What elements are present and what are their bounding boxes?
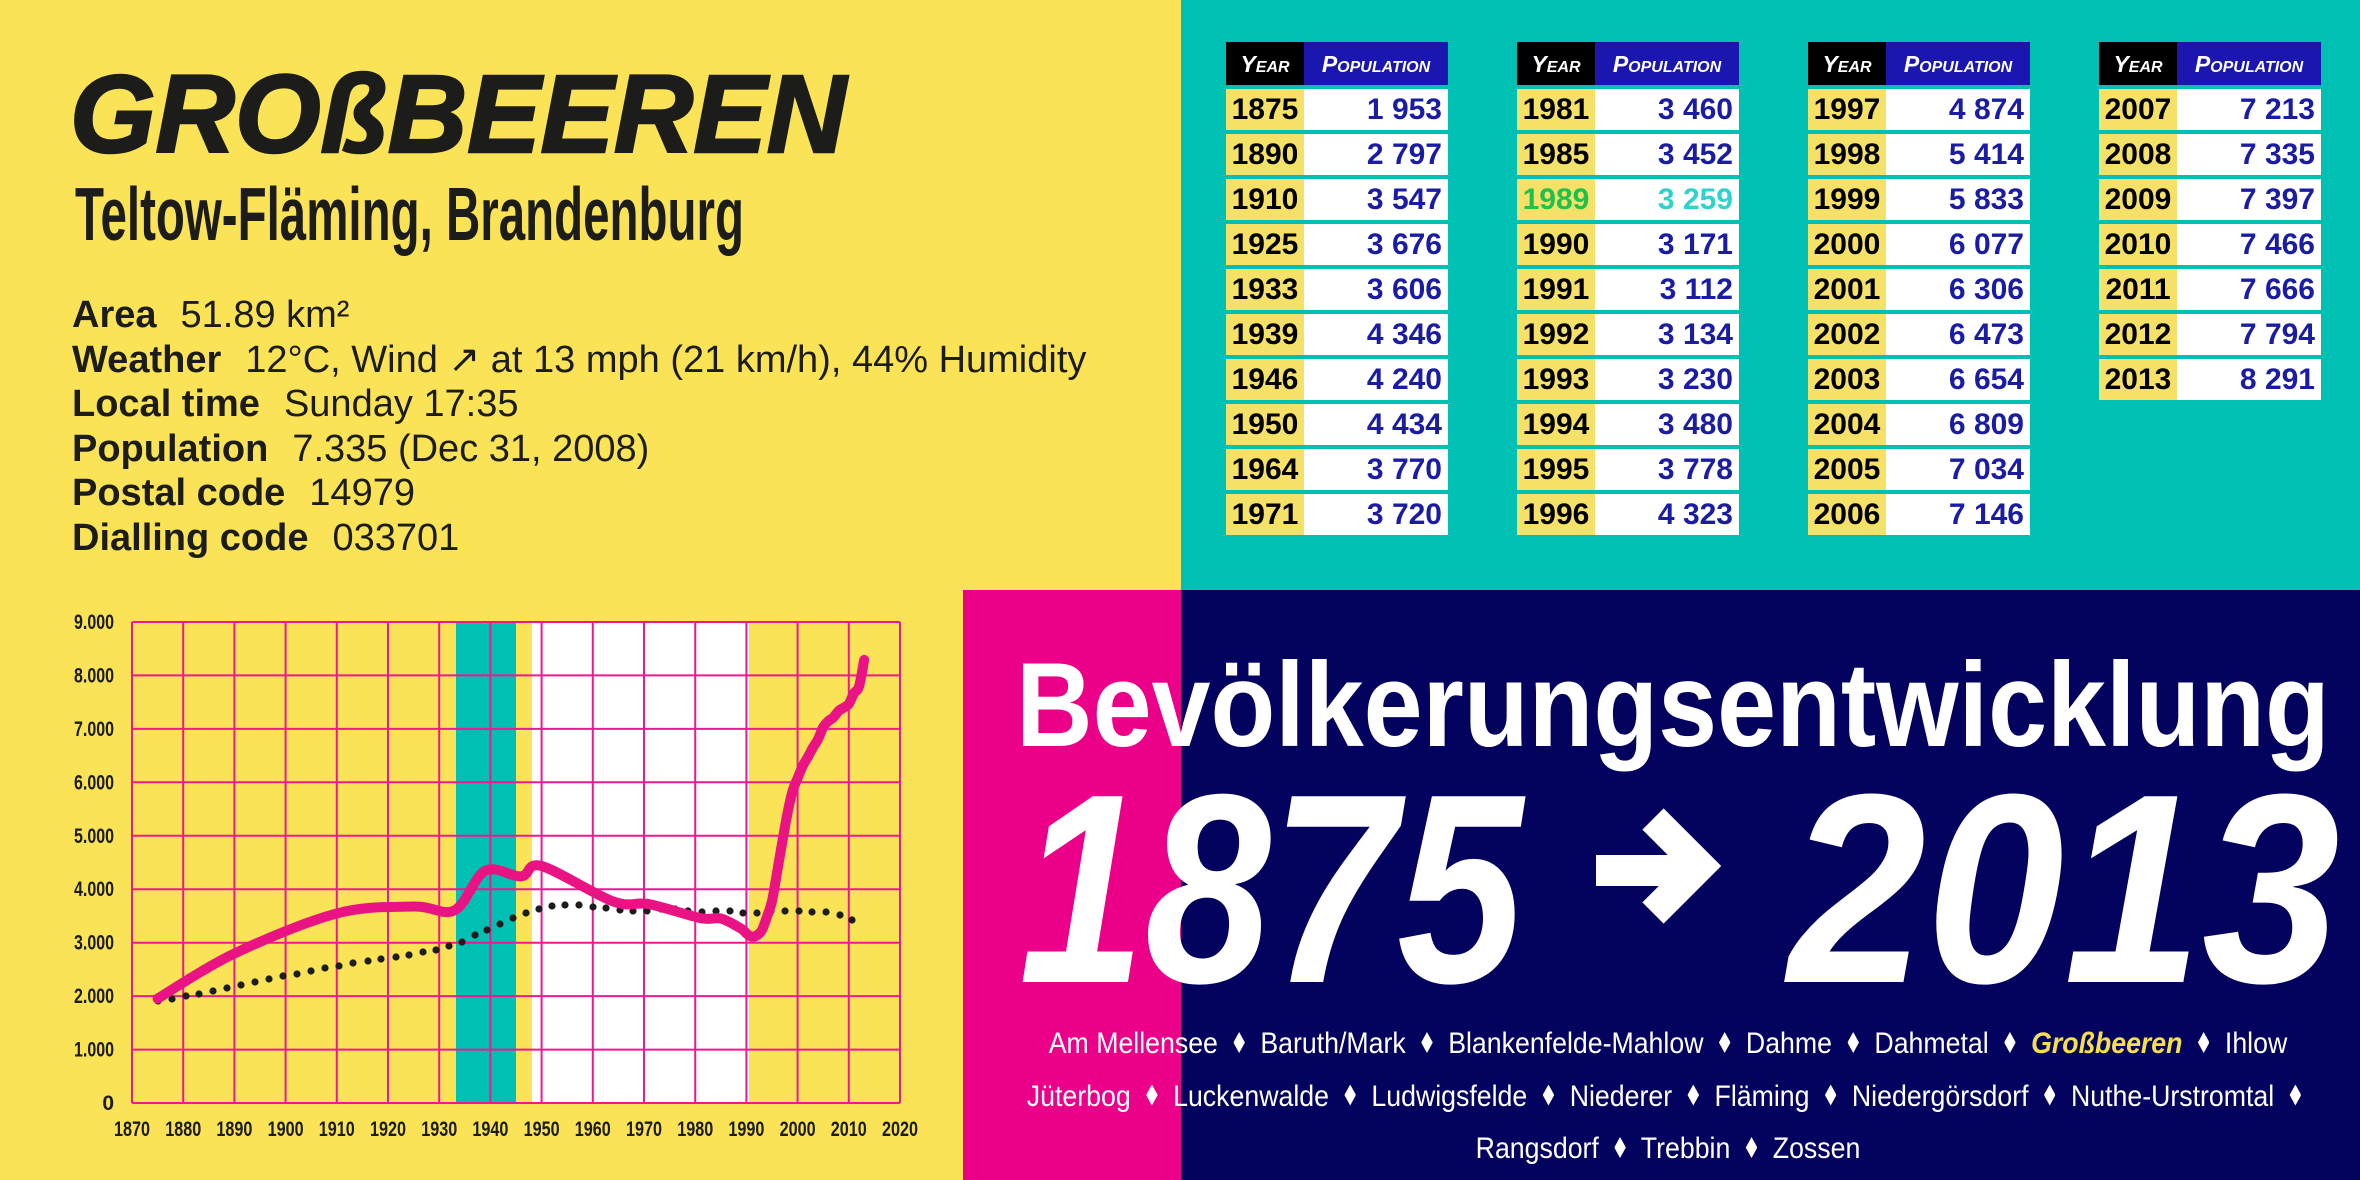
- svg-text:7.000: 7.000: [74, 718, 114, 741]
- svg-text:1950: 1950: [524, 1118, 560, 1141]
- svg-text:5.000: 5.000: [74, 825, 114, 848]
- svg-text:2.000: 2.000: [74, 985, 114, 1008]
- svg-text:0: 0: [102, 1092, 114, 1115]
- svg-text:2000: 2000: [780, 1118, 816, 1141]
- svg-text:2020: 2020: [882, 1118, 918, 1141]
- svg-text:3.000: 3.000: [74, 932, 114, 955]
- svg-text:1.000: 1.000: [74, 1039, 114, 1062]
- svg-text:6.000: 6.000: [74, 771, 114, 794]
- svg-text:1880: 1880: [165, 1118, 201, 1141]
- svg-text:1870: 1870: [114, 1118, 150, 1141]
- svg-text:1990: 1990: [728, 1118, 764, 1141]
- svg-text:1910: 1910: [319, 1118, 355, 1141]
- svg-text:4.000: 4.000: [74, 878, 114, 901]
- svg-text:1900: 1900: [268, 1118, 304, 1141]
- svg-text:9.000: 9.000: [74, 611, 114, 634]
- svg-text:1890: 1890: [216, 1118, 252, 1141]
- svg-text:1970: 1970: [626, 1118, 662, 1141]
- svg-text:2010: 2010: [831, 1118, 867, 1141]
- svg-text:8.000: 8.000: [74, 664, 114, 687]
- svg-text:1980: 1980: [677, 1118, 713, 1141]
- svg-text:1960: 1960: [575, 1118, 611, 1141]
- svg-text:1940: 1940: [472, 1118, 508, 1141]
- svg-text:1920: 1920: [370, 1118, 406, 1141]
- svg-text:1930: 1930: [421, 1118, 457, 1141]
